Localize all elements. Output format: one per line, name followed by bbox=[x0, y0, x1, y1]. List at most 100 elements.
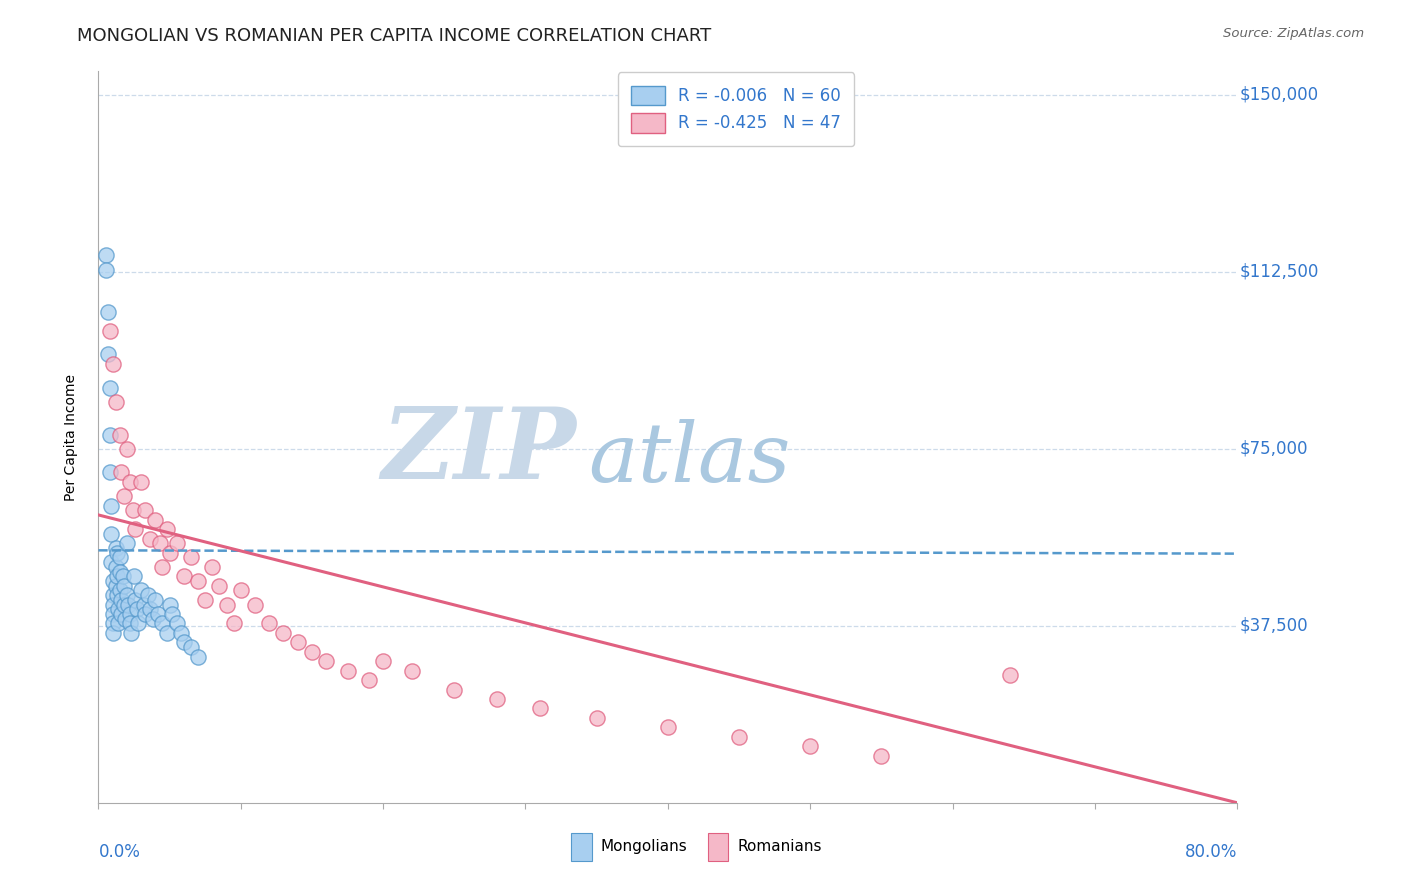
Point bbox=[315, 654, 337, 668]
Point bbox=[115, 442, 138, 456]
Point bbox=[141, 612, 163, 626]
Point bbox=[112, 489, 135, 503]
Text: Source: ZipAtlas.com: Source: ZipAtlas.com bbox=[1223, 27, 1364, 40]
Point bbox=[136, 588, 159, 602]
Point bbox=[486, 692, 509, 706]
Point bbox=[101, 607, 124, 621]
Y-axis label: Per Capita Income: Per Capita Income bbox=[63, 374, 77, 500]
Point bbox=[208, 579, 231, 593]
Point bbox=[105, 569, 128, 583]
Text: atlas: atlas bbox=[588, 419, 790, 499]
Point bbox=[187, 574, 209, 588]
Point bbox=[101, 626, 124, 640]
Point bbox=[201, 559, 224, 574]
Point bbox=[110, 466, 132, 480]
Point bbox=[114, 612, 136, 626]
Point bbox=[129, 475, 152, 489]
Point bbox=[162, 607, 184, 621]
Point bbox=[336, 664, 359, 678]
Point bbox=[97, 347, 120, 361]
Point bbox=[115, 536, 138, 550]
Point bbox=[529, 701, 551, 715]
Point bbox=[127, 616, 149, 631]
Point bbox=[229, 583, 252, 598]
Point bbox=[129, 583, 152, 598]
Point bbox=[110, 593, 132, 607]
Text: ZIP: ZIP bbox=[382, 403, 576, 500]
Point bbox=[443, 682, 465, 697]
Point bbox=[121, 503, 143, 517]
Point bbox=[138, 602, 160, 616]
Point bbox=[120, 626, 142, 640]
Text: Mongolians: Mongolians bbox=[600, 839, 688, 855]
Point bbox=[98, 324, 121, 338]
Point bbox=[159, 598, 181, 612]
Point bbox=[108, 565, 131, 579]
Point bbox=[287, 635, 309, 649]
Point bbox=[180, 640, 202, 654]
Point bbox=[117, 598, 139, 612]
FancyBboxPatch shape bbox=[571, 833, 592, 861]
Point bbox=[105, 588, 128, 602]
Point bbox=[173, 569, 195, 583]
Point bbox=[118, 616, 141, 631]
Point bbox=[273, 626, 295, 640]
Point bbox=[104, 579, 127, 593]
Point bbox=[101, 616, 124, 631]
Point bbox=[194, 593, 217, 607]
Text: $150,000: $150,000 bbox=[1240, 86, 1319, 104]
Legend: R = -0.006   N = 60, R = -0.425   N = 47: R = -0.006 N = 60, R = -0.425 N = 47 bbox=[619, 72, 855, 146]
Point bbox=[100, 555, 122, 569]
Point bbox=[243, 598, 266, 612]
Point bbox=[187, 649, 209, 664]
Point bbox=[101, 588, 124, 602]
Text: MONGOLIAN VS ROMANIAN PER CAPITA INCOME CORRELATION CHART: MONGOLIAN VS ROMANIAN PER CAPITA INCOME … bbox=[77, 27, 711, 45]
Point bbox=[173, 635, 195, 649]
Point bbox=[98, 427, 121, 442]
Point bbox=[104, 394, 127, 409]
Text: $75,000: $75,000 bbox=[1240, 440, 1308, 458]
Point bbox=[125, 602, 148, 616]
Point bbox=[115, 588, 138, 602]
Point bbox=[112, 598, 135, 612]
Point bbox=[166, 536, 188, 550]
Point bbox=[101, 574, 124, 588]
Point bbox=[100, 526, 122, 541]
Point bbox=[145, 593, 167, 607]
Point bbox=[145, 513, 167, 527]
Point bbox=[152, 616, 174, 631]
Point bbox=[110, 607, 132, 621]
Point bbox=[111, 569, 134, 583]
Point bbox=[124, 593, 146, 607]
Point bbox=[134, 607, 156, 621]
Point bbox=[104, 541, 127, 555]
Point bbox=[373, 654, 395, 668]
Point bbox=[108, 427, 131, 442]
Point bbox=[118, 607, 141, 621]
Point bbox=[94, 262, 117, 277]
Point bbox=[585, 711, 607, 725]
Point bbox=[149, 536, 172, 550]
Text: 0.0%: 0.0% bbox=[98, 843, 141, 861]
Point bbox=[156, 522, 179, 536]
Point bbox=[152, 559, 174, 574]
Point bbox=[94, 248, 117, 262]
Point bbox=[132, 598, 155, 612]
Point bbox=[301, 645, 323, 659]
Point bbox=[148, 607, 170, 621]
Text: 80.0%: 80.0% bbox=[1185, 843, 1237, 861]
Point bbox=[104, 559, 127, 574]
Point bbox=[134, 503, 156, 517]
Point bbox=[100, 499, 122, 513]
Point bbox=[259, 616, 281, 631]
Point bbox=[118, 475, 141, 489]
FancyBboxPatch shape bbox=[707, 833, 728, 861]
Point bbox=[101, 598, 124, 612]
Point bbox=[998, 668, 1021, 682]
Point bbox=[97, 305, 120, 319]
Point bbox=[156, 626, 179, 640]
Point bbox=[728, 730, 751, 744]
Point bbox=[401, 664, 423, 678]
Point bbox=[170, 626, 193, 640]
Point bbox=[124, 522, 146, 536]
